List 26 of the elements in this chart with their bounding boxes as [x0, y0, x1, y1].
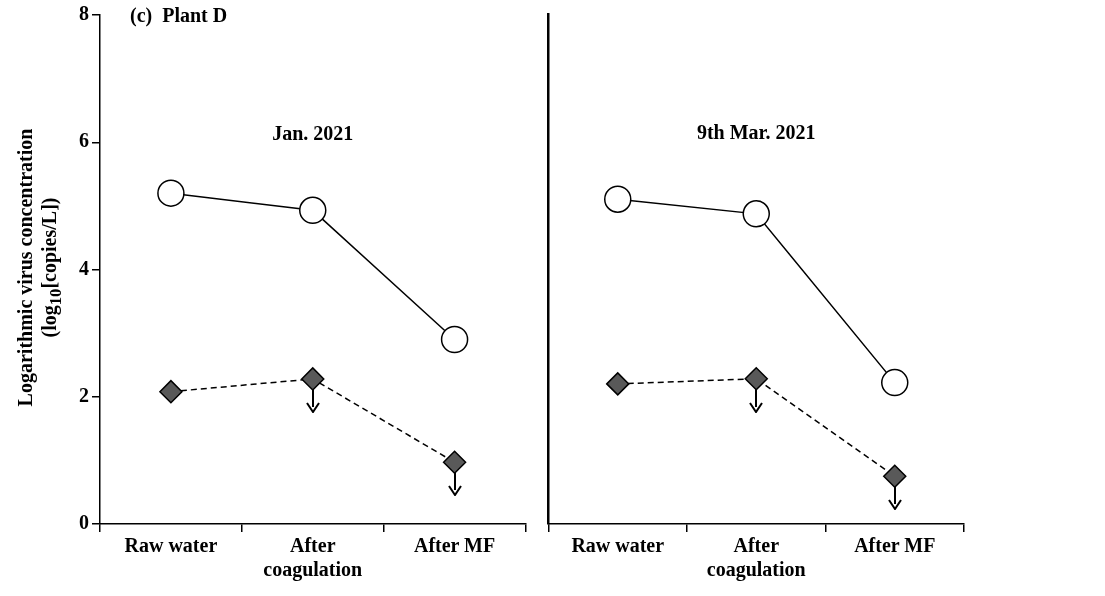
y-tick-label: 2 [79, 383, 89, 406]
point [157, 179, 185, 207]
point [744, 367, 768, 391]
point [606, 372, 630, 396]
x-tick-label: Raw water [571, 534, 665, 557]
point [604, 185, 632, 213]
y-tick-label: 0 [79, 511, 89, 534]
chart-title: (c) Plant D [130, 4, 228, 28]
x-tick-label: After MF [854, 534, 936, 557]
point [442, 450, 467, 475]
x-tick-label: After coagulation [706, 534, 806, 582]
point [440, 325, 469, 354]
point [301, 367, 325, 391]
point [881, 368, 909, 397]
y-tick-label: 4 [79, 256, 89, 279]
x-tick-label: After MF [413, 534, 496, 557]
point [299, 196, 327, 225]
x-tick-label: Raw water [124, 534, 218, 557]
x-tick-label: After coagulation [263, 534, 363, 582]
point [742, 200, 770, 228]
text: 9th Mar. 2021 [696, 121, 816, 144]
point [159, 379, 183, 404]
text: Jan. 2021 [272, 121, 354, 144]
y-tick-label: 6 [79, 129, 89, 152]
y-tick-label: 8 [79, 2, 89, 25]
point [883, 464, 907, 488]
